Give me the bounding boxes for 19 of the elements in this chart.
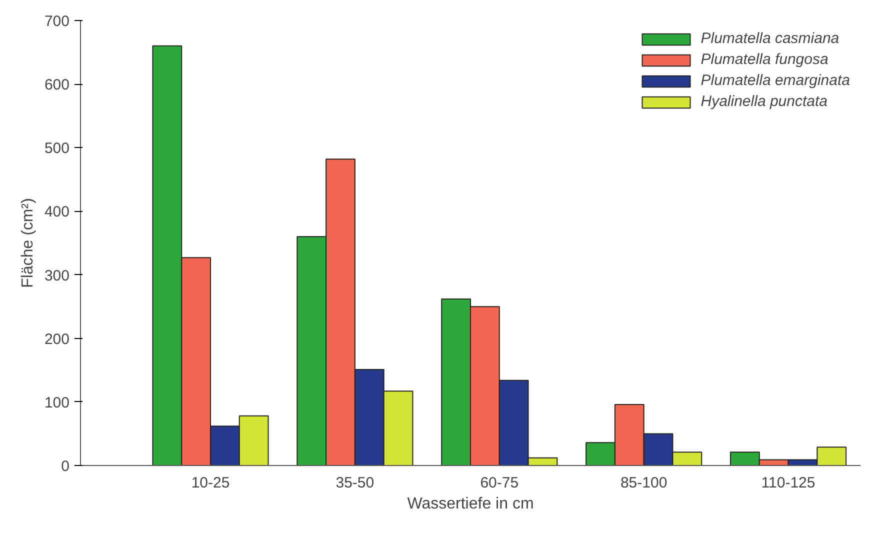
y-tick-label: 700 (44, 13, 70, 30)
x-axis-title: Wassertiefe in cm (407, 496, 534, 512)
y-axis-title: Fläche (cm²) (19, 198, 36, 288)
x-tick-label: 10-25 (191, 474, 230, 492)
y-tick-label: 100 (44, 394, 70, 412)
x-tick-label: 85-100 (620, 474, 668, 492)
y-tick-label: 500 (44, 140, 70, 158)
y-tick-label: 400 (44, 204, 70, 221)
x-tick-label: 110-125 (761, 474, 816, 492)
legend-label: Hyalinella punctata (700, 93, 828, 110)
y-tick-label: 600 (44, 76, 70, 94)
y-tick-label: 0 (61, 458, 70, 475)
y-tick-label: 300 (44, 267, 70, 284)
legend-label: Plumatella fungosa (700, 51, 828, 68)
legend-label: Plumatella casmiana (700, 30, 840, 47)
y-tick-label: 200 (44, 330, 70, 348)
x-tick-label: 35-50 (336, 474, 374, 492)
legend-label: Plumatella emarginata (700, 72, 850, 89)
x-tick-label: 60-75 (480, 474, 519, 492)
